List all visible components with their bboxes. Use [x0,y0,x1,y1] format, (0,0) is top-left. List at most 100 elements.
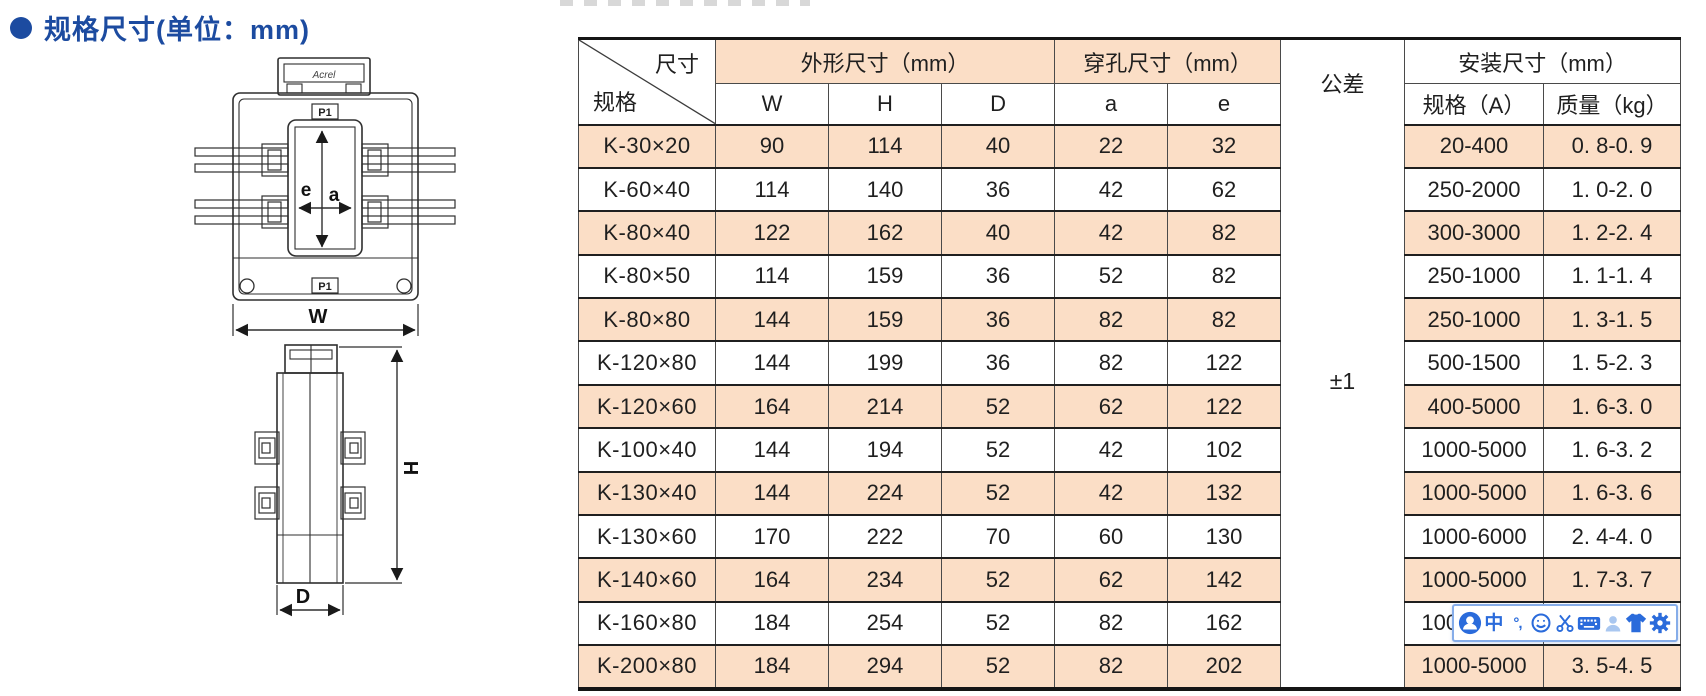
a-cell: 82 [1054,600,1169,647]
d-cell: 52 [940,600,1056,647]
header-current-spec: 规格（A） [1404,83,1545,125]
spec-cell: K-160×80 [578,600,716,647]
header-install-dims: 安装尺寸（mm） [1404,38,1682,84]
e-cell: 82 [1167,210,1282,256]
w-cell: 144 [715,297,829,343]
table-row: K-80×50 114 159 36 52 82 250-1000 1. 1-1. 4 [578,253,1682,300]
w-cell: 164 [715,557,829,603]
current-range-cell: 300-3000 [1404,210,1545,256]
section-title: 规格尺寸(单位：mm) [10,8,310,47]
h-cell: 222 [828,514,942,560]
current-range-cell: 400-5000 [1404,383,1545,430]
table-row: K-200×80 184 294 52 82 202 1000-5000 3. 5-4. 5 [578,644,1682,690]
cropped-text-artifact [560,0,810,6]
w-cell: 170 [715,514,829,560]
h-cell: 254 [828,600,942,647]
e-cell: 82 [1167,253,1282,300]
p1-bottom: P1 [311,277,339,294]
current-range-cell: 250-1000 [1404,297,1545,343]
table-row: K-80×80 144 159 36 82 82 250-1000 1. 3-1. 5 [578,297,1682,343]
emoji-icon[interactable] [1529,609,1553,637]
table-row: K-130×60 170 222 70 60 130 1000-6000 2. 4-4. 0 [578,514,1682,560]
chinese-mode-icon[interactable]: 中 [1484,612,1504,634]
punctuation-mode-icon[interactable]: °, [1513,614,1522,632]
weight-cell: 1. 0-2. 0 [1543,166,1682,213]
screenshot-scissors-icon[interactable] [1553,609,1577,637]
weight-cell: 1. 5-2. 3 [1543,340,1682,386]
side-clips [254,431,366,520]
ime-toolbar[interactable]: 中 °, [1452,604,1678,642]
h-cell: 114 [828,123,942,169]
d-cell: 52 [940,383,1056,430]
dim-h: H [339,346,421,584]
virtual-keyboard-icon[interactable] [1577,609,1601,637]
weight-cell: 1. 7-3. 7 [1543,557,1682,603]
svg-text:D: D [296,586,310,608]
weight-cell: 1. 3-1. 5 [1543,297,1682,343]
weight-cell: 1. 2-2. 4 [1543,210,1682,256]
spec-cell: K-100×40 [578,427,716,473]
current-range-cell: 1000-5000 [1404,557,1545,603]
svg-text:P1: P1 [318,107,331,119]
page-title: 规格尺寸(单位：mm) [44,15,310,45]
w-cell: 184 [715,644,829,690]
spec-cell: K-140×60 [578,557,716,603]
right-clips [361,143,456,229]
e-cell: 82 [1167,297,1282,343]
h-cell: 194 [828,427,942,473]
tolerance-value: ±1 [1329,367,1356,394]
d-cell: 40 [940,123,1056,169]
skin-theme-icon[interactable] [1624,609,1648,637]
d-cell: 40 [940,210,1056,256]
table-row: K-100×40 144 194 52 42 102 1000-5000 1. 6-3. 2 [578,427,1682,473]
table-row: K-120×80 144 199 36 82 122 500-1500 1. 5-2. 3 [578,340,1682,386]
current-range-cell: 1000-5000 [1404,427,1545,473]
w-cell: 122 [715,210,829,256]
a-cell: 62 [1054,383,1169,430]
bullet-icon [10,16,32,39]
current-range-cell: 1000-5000 [1404,644,1545,690]
d-cell: 52 [940,470,1056,517]
spec-cell: K-80×50 [578,253,716,300]
spec-cell: K-120×80 [578,340,716,386]
table-row: K-120×60 164 214 52 62 122 400-5000 1. 6-3. 0 [578,383,1682,430]
spec-cell: K-130×40 [578,470,716,517]
e-cell: 122 [1167,383,1282,430]
svg-text:a: a [329,185,340,206]
h-cell: 159 [828,253,942,300]
current-range-cell: 1000-6000 [1404,514,1545,560]
dim-e: e [301,130,329,248]
spec-cell: K-80×80 [578,297,716,343]
e-cell: 162 [1167,600,1282,647]
account-icon[interactable] [1601,609,1625,637]
e-cell: 102 [1167,427,1282,473]
spec-cell: K-80×40 [578,210,716,256]
weight-cell: 1. 6-3. 0 [1543,383,1682,430]
current-range-cell: 500-1500 [1404,340,1545,386]
spec-table-body: 尺寸 规格 外形尺寸（mm） 穿孔尺寸（mm） 公差 ±1 安装尺寸（mm） W… [578,37,1682,690]
settings-gear-icon[interactable] [1648,609,1672,637]
a-cell: 60 [1054,514,1169,560]
w-cell: 144 [715,427,829,473]
h-cell: 140 [828,166,942,213]
a-cell: 82 [1054,340,1169,386]
current-range-cell: 250-1000 [1404,253,1545,300]
d-cell: 36 [940,297,1056,343]
a-cell: 52 [1054,253,1169,300]
e-cell: 142 [1167,557,1282,603]
ime-logo-icon[interactable] [1458,609,1482,637]
w-cell: 144 [715,470,829,517]
tolerance-column: 公差 ±1 [1280,37,1406,690]
d-cell: 36 [940,253,1056,300]
w-cell: 184 [715,600,829,647]
w-cell: 144 [715,340,829,386]
weight-cell: 0. 8-0. 9 [1543,123,1682,169]
weight-cell: 1. 6-3. 2 [1543,427,1682,473]
diagonal-line [579,40,715,124]
a-cell: 42 [1054,166,1169,213]
header-e: e [1167,83,1282,125]
a-cell: 42 [1054,210,1169,256]
a-cell: 82 [1054,644,1169,690]
header-outline-dims: 外形尺寸（mm） [714,38,1056,84]
d-cell: 70 [940,514,1056,560]
